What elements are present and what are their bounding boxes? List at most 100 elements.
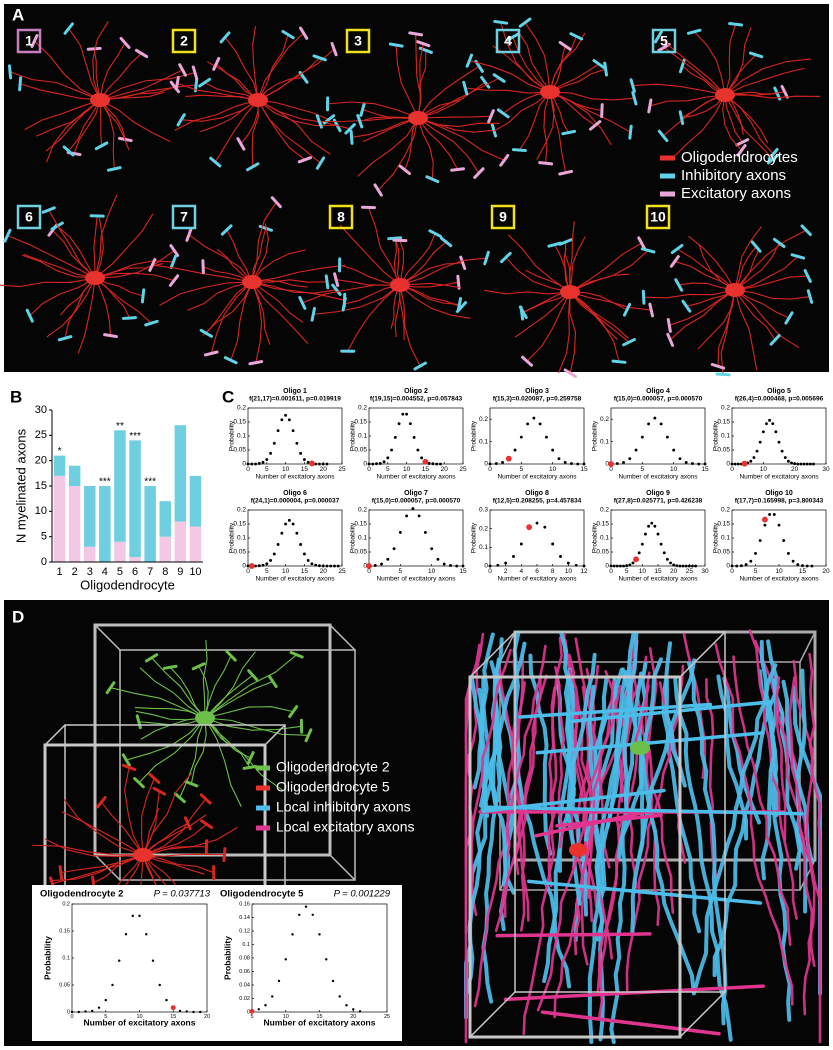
axon-segment bbox=[547, 241, 562, 248]
process bbox=[257, 99, 338, 127]
observed-point bbox=[761, 516, 768, 523]
box-front bbox=[468, 675, 682, 1039]
process bbox=[514, 291, 571, 338]
y-tick-label: 30 bbox=[35, 404, 47, 416]
process bbox=[549, 91, 570, 133]
probability-point bbox=[532, 416, 536, 420]
process bbox=[722, 94, 742, 151]
significance: ** bbox=[116, 421, 124, 432]
process bbox=[734, 289, 811, 300]
axon-segment bbox=[518, 17, 532, 28]
cell-number-box bbox=[16, 204, 42, 230]
process bbox=[251, 281, 263, 363]
axon-segment bbox=[289, 650, 304, 659]
x-tick-label: 0 bbox=[609, 466, 613, 473]
bar-segment bbox=[114, 541, 126, 562]
process bbox=[257, 32, 305, 101]
axon-segment bbox=[304, 728, 313, 743]
process bbox=[9, 71, 101, 101]
y-tick-label: 0.05 bbox=[59, 982, 70, 988]
process bbox=[251, 228, 267, 283]
y-tick-label: 0.15 bbox=[596, 521, 609, 528]
x-tick-label: 5 bbox=[117, 566, 123, 578]
axon-segment bbox=[769, 333, 781, 346]
x-tick-label: 15 bbox=[316, 1014, 322, 1020]
box-edge bbox=[44, 724, 66, 746]
probability-point bbox=[423, 530, 427, 534]
process bbox=[257, 99, 321, 164]
axon-segment bbox=[312, 54, 327, 62]
x-tick-label: 25 bbox=[459, 466, 467, 473]
box-edge bbox=[329, 624, 356, 651]
probability-point bbox=[138, 914, 141, 918]
process bbox=[569, 291, 620, 362]
process bbox=[99, 69, 183, 101]
process bbox=[251, 281, 337, 294]
process bbox=[357, 117, 419, 177]
axon-segment bbox=[103, 333, 118, 339]
axon-segment bbox=[681, 299, 692, 313]
x-tick-label: 0 bbox=[730, 568, 734, 575]
axon-segment bbox=[589, 120, 602, 131]
axon-segment bbox=[25, 308, 34, 323]
probability-point bbox=[799, 462, 803, 466]
axon bbox=[489, 660, 572, 989]
axon-segment bbox=[144, 319, 159, 327]
axon-segment bbox=[281, 30, 295, 40]
x-tick-label: 0 bbox=[488, 568, 492, 575]
x-tick-label: 15 bbox=[301, 568, 309, 575]
process bbox=[367, 207, 401, 286]
process bbox=[207, 61, 259, 101]
x-tick-label: 25 bbox=[384, 1014, 390, 1020]
process bbox=[549, 63, 600, 93]
probability-point bbox=[761, 430, 765, 434]
axon-segment bbox=[140, 288, 146, 304]
probability-point bbox=[318, 462, 321, 466]
y-tick-label: 0.3 bbox=[479, 507, 488, 514]
axon bbox=[554, 666, 566, 849]
plot-title: Oligo 2 bbox=[404, 388, 428, 395]
probability-point bbox=[622, 461, 625, 464]
y-tick-label: 0.2 bbox=[721, 405, 730, 412]
process bbox=[724, 27, 752, 96]
process bbox=[188, 234, 253, 283]
bar-segment bbox=[129, 440, 141, 557]
legend-label: Oligodendrocytes bbox=[681, 149, 798, 166]
axon-segment bbox=[330, 41, 338, 57]
probability-point bbox=[618, 564, 622, 568]
process bbox=[68, 99, 101, 152]
axon-segment bbox=[162, 664, 178, 670]
plot-subtitle: f(15,0)=0.000057, p=0.000570 bbox=[372, 498, 461, 505]
axon-segment bbox=[212, 56, 221, 71]
process bbox=[179, 717, 206, 798]
probability-point bbox=[84, 1010, 87, 1013]
x-tick-label: 30 bbox=[822, 466, 830, 473]
process bbox=[252, 25, 259, 101]
axon-segment bbox=[18, 76, 23, 92]
probability-point bbox=[382, 460, 386, 464]
axon-segment bbox=[236, 137, 246, 151]
process bbox=[569, 273, 630, 293]
axon-segment bbox=[242, 765, 258, 770]
axon-segment bbox=[193, 77, 199, 93]
probability-point bbox=[371, 462, 375, 466]
axon-segment bbox=[511, 148, 527, 152]
y-tick-label: 0 bbox=[363, 563, 367, 570]
observed-point bbox=[526, 524, 533, 531]
process bbox=[205, 281, 253, 334]
axon-segment bbox=[298, 296, 307, 310]
axon-segment bbox=[413, 361, 427, 371]
axon-segment bbox=[185, 227, 193, 242]
process bbox=[549, 36, 577, 93]
process bbox=[505, 257, 571, 293]
probability-point bbox=[325, 462, 329, 466]
process bbox=[569, 291, 630, 343]
process bbox=[649, 94, 726, 107]
x-axis-label: Number of excitatory axons bbox=[264, 1017, 376, 1027]
y-tick-label: 0.05 bbox=[354, 447, 367, 454]
bar-segment bbox=[159, 501, 171, 537]
significance: *** bbox=[144, 477, 156, 488]
probability-point bbox=[684, 564, 688, 568]
plot-subtitle: f(21,17)=0.001611, p=0.019919 bbox=[249, 396, 341, 403]
y-tick-label: 0 bbox=[484, 461, 488, 468]
